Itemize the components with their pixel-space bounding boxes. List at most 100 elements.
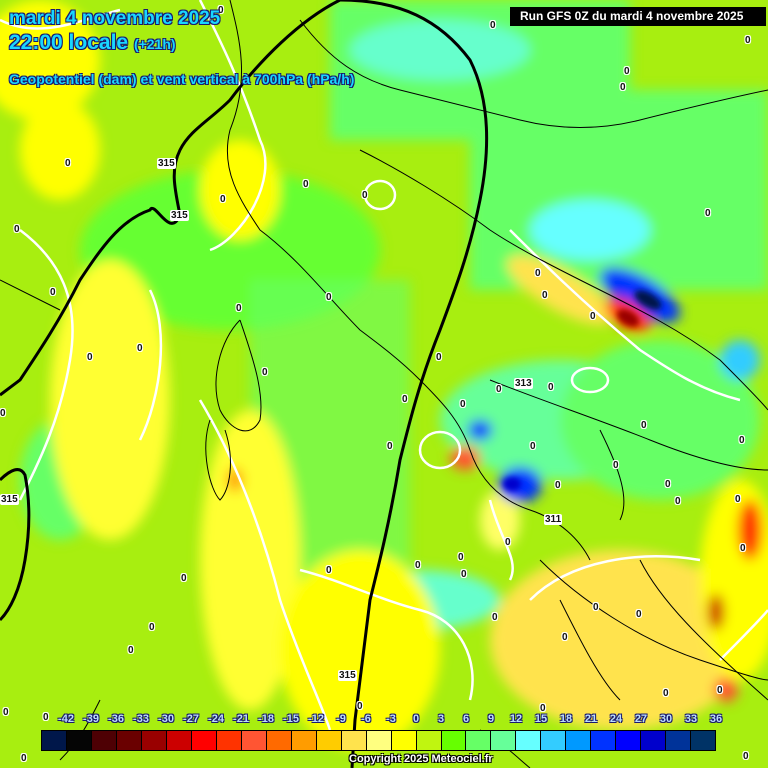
zero-contour-label: 0 (540, 703, 546, 714)
zero-contour-label: 0 (303, 179, 309, 190)
zero-contour-label: 0 (743, 751, 749, 762)
zero-contour-label: 0 (590, 311, 596, 322)
zero-contour-label: 0 (548, 382, 554, 393)
zero-contour-label: 0 (613, 460, 619, 471)
colorbar-tick-label: 21 (584, 713, 598, 725)
colorbar-cell (241, 731, 267, 750)
zero-contour-label: 0 (218, 5, 224, 16)
zero-contour-label: 0 (555, 480, 561, 491)
zero-contour-label: 0 (636, 609, 642, 620)
colorbar-cell (366, 731, 392, 750)
geopotential-label: 315 (157, 158, 176, 169)
colorbar-cell (116, 731, 142, 750)
colorbar-tick-label: -18 (258, 713, 274, 725)
colorbar-cell (591, 731, 617, 750)
zero-contour-label: 0 (262, 367, 268, 378)
zero-contour-label: 0 (593, 602, 599, 613)
zero-contour-label: 0 (663, 688, 669, 699)
zero-contour-label: 0 (496, 384, 502, 395)
colorbar-tick-label: -39 (83, 713, 99, 725)
colorbar-tick-label: -24 (208, 713, 224, 725)
colorbar-tick-label: 0 (412, 713, 420, 725)
zero-contour-label: 0 (137, 343, 143, 354)
colorbar-cell (66, 731, 92, 750)
forecast-time-value: 22:00 locale (9, 31, 129, 54)
colorbar-cell (141, 731, 167, 750)
zero-contour-label: 0 (357, 701, 363, 712)
colorbar-tick-label: -33 (133, 713, 149, 725)
zero-contours (0, 0, 768, 731)
colorbar-tick-label: 36 (709, 713, 723, 725)
colorbar-tick-label: -3 (386, 713, 396, 725)
colorbar-tick-label: -21 (233, 713, 249, 725)
colorbar-cell (316, 731, 342, 750)
zero-contour-label: 0 (735, 494, 741, 505)
colorbar-tick-label: 12 (509, 713, 523, 725)
zero-contour-label: 0 (740, 543, 746, 554)
copyright: Copyright 2025 Meteociel.fr (349, 753, 493, 765)
colorbar-tick-label: -9 (336, 713, 346, 725)
zero-contour-label: 0 (149, 622, 155, 633)
zero-contour-label: 0 (461, 569, 467, 580)
colorbar-tick-label: 33 (684, 713, 698, 725)
colorbar-cell (566, 731, 592, 750)
zero-contour-label: 0 (705, 208, 711, 219)
colorbar-tick-label: -36 (108, 713, 124, 725)
colorbar-cell (491, 731, 517, 750)
zero-contour-label: 0 (402, 394, 408, 405)
colorbar-cell (416, 731, 442, 750)
zero-contour-label: 0 (436, 352, 442, 363)
colorbar-cell (291, 731, 317, 750)
colorbar-cell (191, 731, 217, 750)
zero-contour-label: 0 (362, 190, 368, 201)
zero-contour-label: 0 (542, 290, 548, 301)
zero-contour-label: 0 (624, 66, 630, 77)
colorbar-cell (391, 731, 417, 750)
colorbar-cell (91, 731, 117, 750)
zero-contour-label: 0 (665, 479, 671, 490)
colorbar-tick-label: -42 (58, 713, 74, 725)
zero-contour-label: 0 (236, 303, 242, 314)
colorbar-cell (691, 731, 716, 750)
zero-contour-label: 0 (641, 420, 647, 431)
zero-contour-label: 0 (387, 441, 393, 452)
geopotential-label: 315 (170, 210, 189, 221)
geopotential-label: 313 (514, 378, 533, 389)
forecast-date: mardi 4 novembre 2025 (9, 8, 221, 29)
zero-contour-label: 0 (745, 35, 751, 46)
colorbar (41, 730, 716, 751)
zero-contour-label: 0 (0, 408, 6, 419)
colorbar-tick-label: 6 (462, 713, 470, 725)
colorbar-cell (166, 731, 192, 750)
colorbar-tick-label: 15 (534, 713, 548, 725)
forecast-time: 22:00 locale (+21h) (9, 31, 176, 55)
colorbar-cell (541, 731, 567, 750)
zero-contour-label: 0 (326, 565, 332, 576)
colorbar-tick-label: -6 (361, 713, 371, 725)
colorbar-tick-label: 27 (634, 713, 648, 725)
zero-contour-label: 0 (458, 552, 464, 563)
colorbar-tick-label: 18 (559, 713, 573, 725)
zero-contour-label: 0 (50, 287, 56, 298)
zero-contour-label: 0 (87, 352, 93, 363)
zero-contour-label: 0 (505, 537, 511, 548)
forecast-lead-time: (+21h) (133, 36, 176, 52)
zero-contour-label: 0 (460, 399, 466, 410)
zero-contour-label: 0 (326, 292, 332, 303)
zero-contour-label: 0 (43, 712, 49, 723)
zero-contour-label: 0 (492, 612, 498, 623)
colorbar-cell (641, 731, 667, 750)
zero-contour-label: 0 (128, 645, 134, 656)
zero-contour-label: 0 (415, 560, 421, 571)
zero-contour-label: 0 (3, 707, 9, 718)
colorbar-tick-label: 24 (609, 713, 623, 725)
run-info: Run GFS 0Z du mardi 4 novembre 2025 (510, 7, 766, 26)
zero-contour-label: 0 (490, 20, 496, 31)
colorbar-tick-label: 9 (487, 713, 495, 725)
colorbar-cell (216, 731, 242, 750)
colorbar-tick-label: 30 (659, 713, 673, 725)
colorbar-cell (616, 731, 642, 750)
colorbar-cell (341, 731, 367, 750)
zero-contour-label: 0 (181, 573, 187, 584)
